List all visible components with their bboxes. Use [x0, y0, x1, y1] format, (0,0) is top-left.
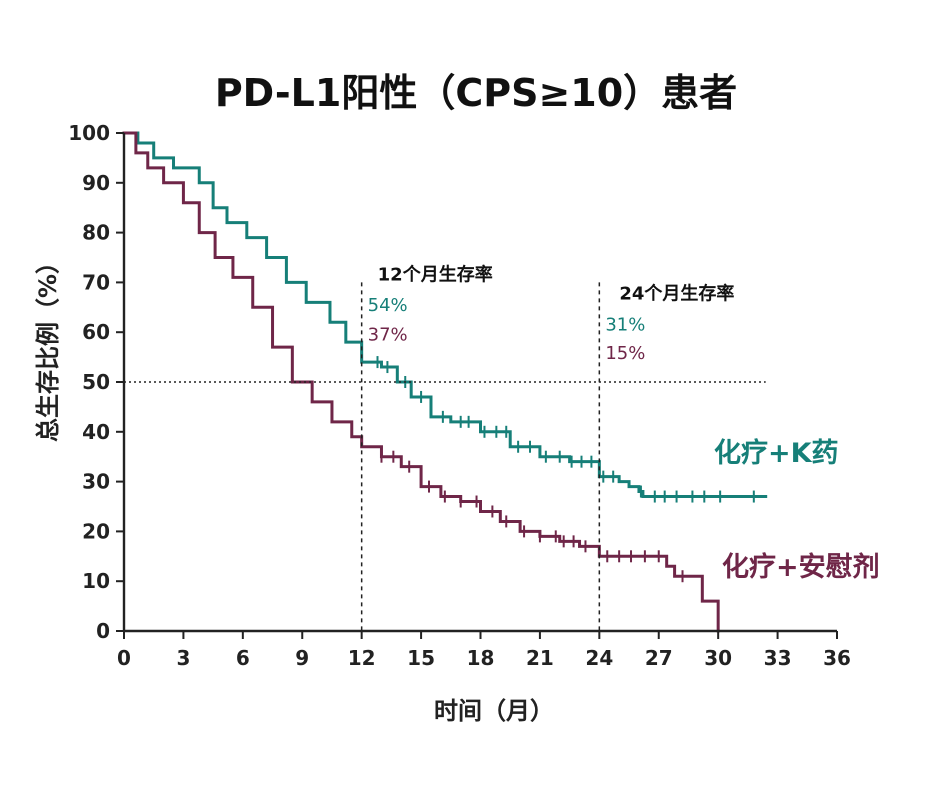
y-tick-label: 50 [82, 370, 110, 394]
x-tick-label: 15 [407, 646, 435, 670]
x-tick-label: 30 [704, 646, 732, 670]
y-tick-label: 60 [82, 320, 110, 344]
y-tick-label: 80 [82, 221, 110, 245]
plot-layer [122, 131, 768, 633]
chart-title: PD-L1阳性（CPS≥10）患者 [215, 71, 737, 115]
annotation-value-placebo: 15% [605, 343, 645, 364]
x-tick-label: 18 [467, 646, 495, 670]
series-label-placebo: 化疗+安慰剂 [722, 551, 880, 583]
x-tick-label: 33 [764, 646, 792, 670]
y-tick-label: 100 [68, 121, 110, 145]
y-tick-label: 90 [82, 171, 110, 195]
annotation-12-month-title: 12个月生存率 [378, 263, 493, 285]
series-placebo-line [122, 131, 720, 633]
y-tick-label: 30 [82, 470, 110, 494]
x-tick-label: 6 [236, 646, 250, 670]
x-tick-label: 0 [117, 646, 131, 670]
x-tick-label: 21 [526, 646, 554, 670]
y-tick-label: 0 [96, 619, 110, 643]
annotation-24-month-title: 24个月生存率 [619, 282, 734, 304]
annotation-value-placebo: 37% [368, 325, 408, 346]
y-tick-label: 10 [82, 569, 110, 593]
x-tick-label: 12 [348, 646, 376, 670]
x-axis-title: 时间（月） [434, 697, 554, 725]
y-tick-label: 70 [82, 270, 110, 294]
annotation-value-k-drug: 31% [605, 315, 645, 336]
x-tick-label: 3 [176, 646, 190, 670]
x-tick-label: 9 [295, 646, 309, 670]
y-axis-title: 总生存比例（%） [34, 250, 62, 442]
y-tick-label: 20 [82, 519, 110, 543]
y-tick-label: 40 [82, 420, 110, 444]
x-tick-label: 24 [585, 646, 613, 670]
x-tick-label: 27 [645, 646, 673, 670]
series-k-drug-line [122, 131, 768, 499]
x-tick-label: 36 [823, 646, 851, 670]
series-label-k-drug: 化疗+K药 [714, 437, 839, 469]
annotation-value-k-drug: 54% [368, 295, 408, 316]
